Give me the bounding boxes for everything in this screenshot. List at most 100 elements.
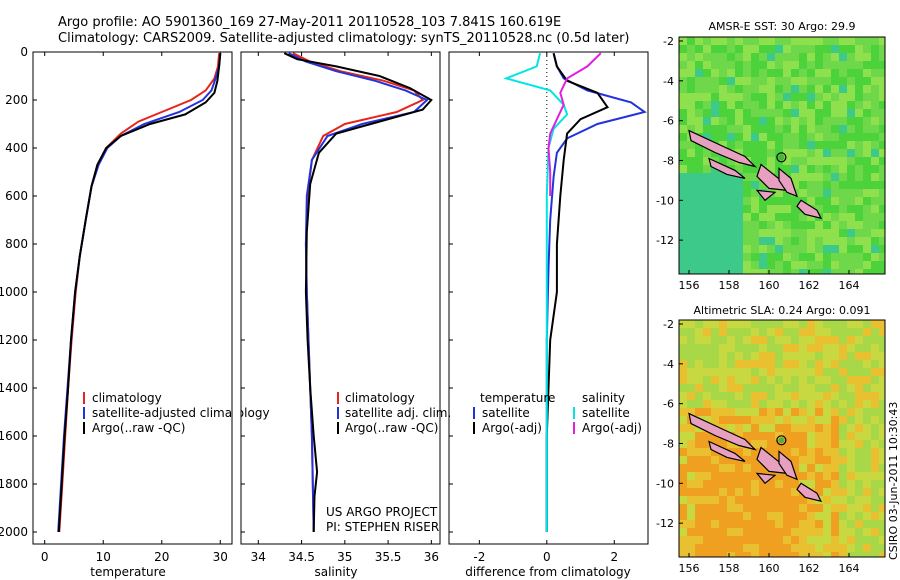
heatmap-cell — [719, 77, 727, 85]
heatmap-cell — [687, 456, 695, 464]
legend-diff-salinity-head: salinity — [582, 391, 625, 405]
heatmap-cell — [831, 245, 839, 253]
heatmap-cell — [863, 528, 871, 536]
heatmap-cell — [735, 536, 743, 544]
heatmap-cell — [743, 237, 751, 245]
heatmap-cell — [807, 512, 815, 520]
heatmap-cell — [799, 53, 807, 61]
heatmap-cell — [807, 368, 815, 376]
heatmap-cell — [831, 117, 839, 125]
heatmap-cell — [791, 544, 799, 552]
heatmap-cell — [823, 512, 831, 520]
heatmap-cell — [879, 173, 885, 181]
heatmap-cell — [815, 320, 823, 328]
heatmap-cell — [783, 544, 791, 552]
heatmap-cell — [679, 496, 687, 504]
heatmap-cell — [775, 245, 783, 253]
heatmap-cell — [775, 360, 783, 368]
heatmap-cell — [743, 53, 751, 61]
heatmap-cell — [711, 93, 719, 101]
heatmap-cell — [679, 544, 687, 552]
heatmap-cell — [863, 408, 871, 416]
heatmap-cell — [783, 432, 791, 440]
heatmap-cell — [855, 213, 863, 221]
heatmap-cell — [847, 157, 855, 165]
heatmap-cell — [695, 109, 703, 117]
heatmap-cell — [871, 384, 879, 392]
heatmap-cell — [839, 336, 847, 344]
header-line1: Argo profile: AO 5901360_169 27-May-2011… — [58, 15, 561, 30]
x-tick-label: 0 — [41, 550, 49, 564]
heatmap-cell — [839, 488, 847, 496]
heatmap-cell — [767, 320, 775, 328]
heatmap-cell — [815, 552, 823, 557]
heatmap-cell — [791, 424, 799, 432]
heatmap-cell — [695, 520, 703, 528]
heatmap-cell — [783, 133, 791, 141]
heatmap-cell — [743, 253, 751, 261]
heatmap-cell — [719, 125, 727, 133]
heatmap-cell — [743, 261, 751, 269]
heatmap-cell — [847, 528, 855, 536]
heatmap-cell — [863, 165, 871, 173]
heatmap-cell — [863, 504, 871, 512]
heatmap-cell — [799, 472, 807, 480]
heatmap-cell — [815, 133, 823, 141]
heatmap-cell — [815, 336, 823, 344]
heatmap-cell — [831, 205, 839, 213]
heatmap-cell — [735, 344, 743, 352]
heatmap-cell — [703, 53, 711, 61]
heatmap-cell — [855, 221, 863, 229]
heatmap-cell — [839, 552, 847, 557]
heatmap-cell — [727, 336, 735, 344]
heatmap-cell — [703, 368, 711, 376]
heatmap-cell — [743, 384, 751, 392]
heatmap-cell — [687, 520, 695, 528]
heatmap-cell — [751, 448, 759, 456]
heatmap-cell — [831, 237, 839, 245]
sla-map-title: Altimetric SLA: 0.24 Argo: 0.091 — [693, 304, 870, 317]
heatmap-cell — [687, 213, 695, 221]
heatmap-cell — [847, 53, 855, 61]
argo-float-marker — [776, 435, 787, 446]
heatmap-cell — [823, 101, 831, 109]
heatmap-cell — [687, 37, 695, 45]
heatmap-cell — [823, 61, 831, 69]
heatmap-cell — [823, 37, 831, 45]
heatmap-cell — [727, 133, 735, 141]
heatmap-cell — [791, 149, 799, 157]
heatmap-cell — [871, 488, 879, 496]
heatmap-cell — [831, 125, 839, 133]
heatmap-cell — [815, 157, 823, 165]
heatmap-cell — [815, 480, 823, 488]
island-coastline — [755, 189, 777, 202]
heatmap-cell — [735, 432, 743, 440]
heatmap-cell — [719, 117, 727, 125]
heatmap-cell — [687, 189, 695, 197]
heatmap-cell — [775, 269, 783, 274]
heatmap-cell — [751, 376, 759, 384]
heatmap-cell — [879, 85, 885, 93]
heatmap-cell — [783, 45, 791, 53]
heatmap-cell — [791, 408, 799, 416]
heatmap-cell — [855, 448, 863, 456]
heatmap-cell — [679, 392, 687, 400]
heatmap-cell — [863, 360, 871, 368]
heatmap-cell — [799, 253, 807, 261]
heatmap-cell — [743, 320, 751, 328]
sla-map-frame — [678, 319, 886, 558]
heatmap-cell — [831, 480, 839, 488]
legend-sal-satellite-label: satellite adj. clim. — [345, 406, 451, 420]
heatmap-cell — [751, 37, 759, 45]
heatmap-cell — [799, 336, 807, 344]
heatmap-cell — [855, 336, 863, 344]
heatmap-cell — [791, 229, 799, 237]
heatmap-cell — [775, 253, 783, 261]
heatmap-cell — [727, 197, 735, 205]
heatmap-cell — [831, 496, 839, 504]
heatmap-cell — [695, 328, 703, 336]
heatmap-cell — [879, 544, 885, 552]
heatmap-cell — [751, 101, 759, 109]
heatmap-cell — [855, 61, 863, 69]
